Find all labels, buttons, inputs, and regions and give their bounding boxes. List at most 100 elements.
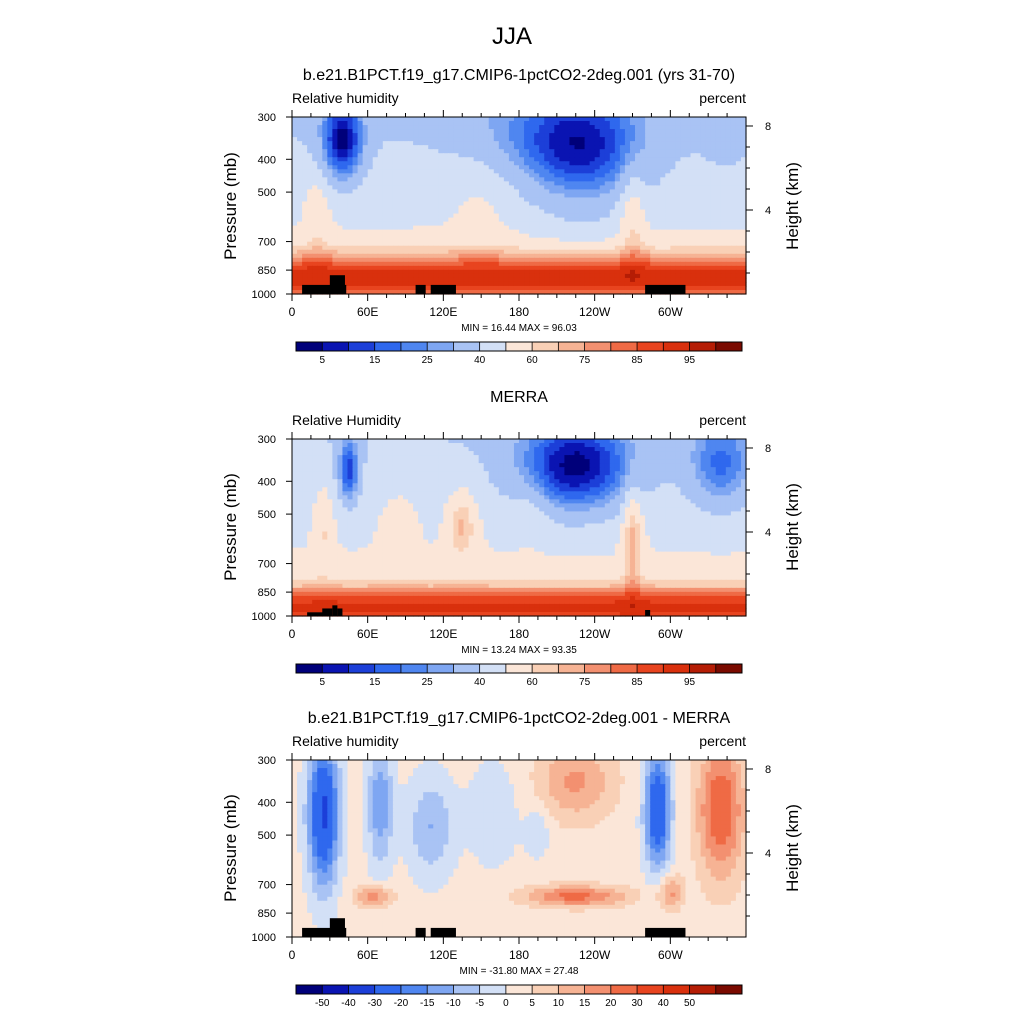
contour-cell: [428, 145, 434, 150]
contour-cell: [392, 213, 399, 219]
contour-cell: [367, 117, 374, 122]
contour-cell: [418, 221, 424, 227]
contour-cell: [332, 181, 338, 186]
contour-cell: [569, 265, 576, 271]
contour-cell: [559, 233, 565, 239]
contour-cell: [433, 455, 439, 460]
contour-cell: [428, 253, 434, 259]
contour-cell: [418, 161, 424, 166]
contour-cell: [433, 129, 439, 134]
contour-cell: [690, 451, 697, 456]
contour-cell: [569, 197, 576, 203]
contour-cell: [609, 209, 616, 215]
contour-cell: [645, 193, 651, 199]
contour-cell: [725, 205, 732, 211]
contour-cell: [730, 281, 737, 287]
contour-cell: [604, 181, 611, 186]
contour-cell: [640, 185, 646, 191]
contour-cell: [619, 209, 626, 215]
contour-cell: [307, 261, 313, 267]
contour-cell: [715, 455, 722, 460]
contour-cell: [513, 277, 520, 283]
contour-cell: [539, 241, 545, 247]
contour-cell: [468, 169, 475, 174]
contour-cell: [624, 289, 631, 295]
contour-cell: [614, 237, 621, 243]
contour-cell: [579, 189, 586, 195]
contour-cell: [342, 257, 349, 263]
contour-cell: [443, 173, 449, 178]
contour-cell: [307, 177, 313, 182]
contour-cell: [725, 129, 732, 134]
contour-cell: [382, 121, 389, 126]
contour-cell: [357, 149, 364, 154]
contour-cell: [453, 285, 460, 291]
contour-cell: [529, 229, 535, 235]
contour-cell: [529, 443, 535, 448]
contour-cell: [614, 273, 621, 279]
contour-cell: [599, 281, 606, 287]
contour-cell: [650, 273, 656, 279]
contour-cell: [332, 141, 338, 146]
contour-cell: [650, 443, 656, 448]
contour-cell: [705, 455, 712, 460]
contour-cell: [680, 205, 687, 211]
contour-cell: [332, 217, 338, 223]
contour-cell: [458, 205, 465, 211]
contour-cell: [352, 201, 359, 207]
contour-cell: [574, 253, 581, 259]
contour-cell: [433, 177, 439, 182]
contour-cell: [635, 145, 641, 150]
contour-cell: [715, 197, 722, 203]
contour-cell: [453, 253, 460, 259]
contour-cell: [453, 471, 460, 476]
contour-cell: [483, 447, 490, 452]
contour-cell: [579, 165, 586, 170]
contour-cell: [589, 459, 596, 464]
contour-cell: [382, 467, 389, 472]
contour-cell: [594, 153, 601, 158]
contour-cell: [347, 197, 354, 203]
contour-cell: [725, 451, 732, 456]
contour-cell: [685, 141, 692, 146]
contour-cell: [347, 161, 354, 166]
contour-cell: [418, 193, 424, 199]
contour-cell: [624, 141, 631, 146]
contour-cell: [372, 455, 379, 460]
contour-cell: [599, 459, 606, 464]
contour-cell: [297, 213, 303, 219]
contour-cell: [700, 225, 707, 231]
contour-cell: [498, 245, 505, 251]
contour-cell: [458, 249, 465, 255]
contour-cell: [362, 201, 369, 207]
contour-cell: [322, 181, 328, 186]
contour-cell: [357, 193, 364, 199]
contour-cell: [322, 117, 328, 122]
contour-cell: [387, 205, 394, 211]
contour-cell: [594, 439, 601, 444]
contour-cell: [488, 285, 495, 291]
contour-cell: [503, 261, 510, 267]
contour-cell: [574, 197, 581, 203]
contour-cell: [307, 447, 313, 452]
contour-cell: [402, 149, 409, 154]
contour-cell: [503, 185, 510, 191]
contour-cell: [544, 451, 550, 456]
contour-cell: [292, 117, 298, 122]
contour-cell: [584, 137, 591, 142]
contour-cell: [690, 269, 697, 275]
contour-cell: [599, 257, 606, 263]
contour-cell: [599, 447, 606, 452]
contour-cell: [307, 205, 313, 211]
contour-cell: [574, 285, 581, 291]
contour-cell: [700, 459, 707, 464]
contour-cell: [342, 245, 349, 251]
contour-cell: [488, 269, 495, 275]
contour-cell: [362, 463, 369, 468]
contour-cell: [297, 471, 303, 476]
contour-cell: [640, 289, 646, 295]
contour-cell: [589, 145, 596, 150]
contour-cell: [347, 205, 354, 211]
contour-cell: [584, 233, 591, 239]
contour-cell: [564, 285, 571, 291]
